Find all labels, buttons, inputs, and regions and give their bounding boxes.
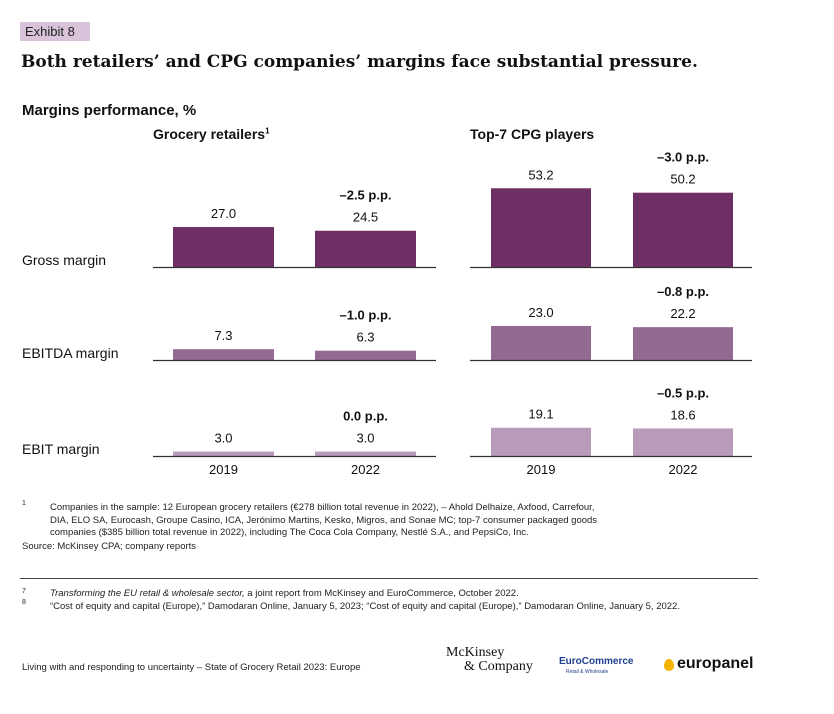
- footnote-8-number: 8: [22, 599, 26, 606]
- europanel-logo: europanel: [677, 655, 754, 672]
- row-label-ebitda: EBITDA margin: [22, 345, 118, 361]
- bar-grocery-ebitda-2019: [173, 349, 274, 360]
- bar-grocery-gross-2019: [173, 227, 274, 267]
- footnote-8-text: “Cost of equity and capital (Europe),” D…: [50, 601, 680, 612]
- panel-title-cpg: Top-7 CPG players: [470, 126, 595, 142]
- value-label-grocery-gross-2019: 27.0: [211, 206, 236, 221]
- footnote-divider: [20, 578, 758, 579]
- bar-grocery-ebit-2019: [173, 451, 274, 456]
- value-label-cpg-ebit-2019: 19.1: [528, 407, 553, 422]
- bar-cpg-ebitda-2022: [633, 327, 733, 360]
- x-label-cpg-2019: 2019: [527, 462, 556, 477]
- mckinsey-logo-line2: & Company: [464, 659, 533, 674]
- value-label-grocery-gross-2022: 24.5: [353, 210, 378, 225]
- x-label-grocery-2022: 2022: [351, 462, 380, 477]
- delta-label-cpg-gross: –3.0 p.p.: [657, 150, 709, 165]
- panel-title-grocery: Grocery retailers1: [153, 126, 270, 142]
- delta-label-grocery-gross: –2.5 p.p.: [339, 188, 391, 203]
- delta-label-grocery-ebit: 0.0 p.p.: [343, 409, 388, 424]
- x-label-cpg-2022: 2022: [669, 462, 698, 477]
- row-label-ebit: EBIT margin: [22, 441, 100, 457]
- bar-cpg-ebit-2019: [491, 427, 591, 456]
- value-label-grocery-ebitda-2022: 6.3: [356, 330, 374, 345]
- value-label-grocery-ebit-2019: 3.0: [214, 431, 232, 446]
- value-label-cpg-ebitda-2019: 23.0: [528, 305, 553, 320]
- eurocommerce-logo-sub: Retail & Wholesale: [566, 669, 609, 675]
- bar-cpg-gross-2022: [633, 192, 733, 267]
- value-label-cpg-ebit-2022: 18.6: [670, 407, 695, 422]
- mckinsey-logo: McKinsey & Company: [446, 646, 533, 674]
- footnote-7-number: 7: [22, 588, 26, 595]
- mckinsey-logo-line1: McKinsey: [446, 645, 505, 660]
- bar-cpg-ebitda-2019: [491, 325, 591, 360]
- exhibit-label: Exhibit 8: [20, 22, 90, 41]
- footnote-1-number: 1: [22, 500, 26, 507]
- x-label-grocery-2019: 2019: [209, 462, 238, 477]
- delta-label-cpg-ebitda: –0.8 p.p.: [657, 284, 709, 299]
- delta-label-grocery-ebitda: –1.0 p.p.: [339, 308, 391, 323]
- value-label-grocery-ebitda-2019: 7.3: [214, 328, 232, 343]
- bar-cpg-ebit-2022: [633, 428, 733, 456]
- row-label-gross: Gross margin: [22, 252, 106, 268]
- eurocommerce-logo: EuroCommerce: [559, 656, 634, 667]
- headline: Both retailers’ and CPG companies’ margi…: [21, 52, 698, 72]
- value-label-cpg-gross-2019: 53.2: [528, 167, 553, 182]
- bar-grocery-ebit-2022: [315, 451, 416, 456]
- delta-label-cpg-ebit: –0.5 p.p.: [657, 385, 709, 400]
- footnote-1-text: Companies in the sample: 12 European gro…: [50, 502, 598, 538]
- source-note: Source: McKinsey CPA; company reports: [22, 541, 197, 552]
- footnote-7-text: Transforming the EU retail & wholesale s…: [50, 588, 519, 599]
- bar-grocery-ebitda-2022: [315, 350, 416, 360]
- bar-cpg-gross-2019: [491, 188, 591, 267]
- footer-text: Living with and responding to uncertaint…: [22, 662, 361, 673]
- bar-grocery-gross-2022: [315, 230, 416, 267]
- margins-chart: Gross margin EBITDA margin EBIT margin 27.0…: [22, 150, 752, 477]
- chart-title: Margins performance, %: [22, 102, 197, 119]
- europanel-pin-icon: [664, 659, 674, 671]
- value-label-cpg-ebitda-2022: 22.2: [670, 306, 695, 321]
- value-label-grocery-ebit-2022: 3.0: [356, 431, 374, 446]
- value-label-cpg-gross-2022: 50.2: [670, 172, 695, 187]
